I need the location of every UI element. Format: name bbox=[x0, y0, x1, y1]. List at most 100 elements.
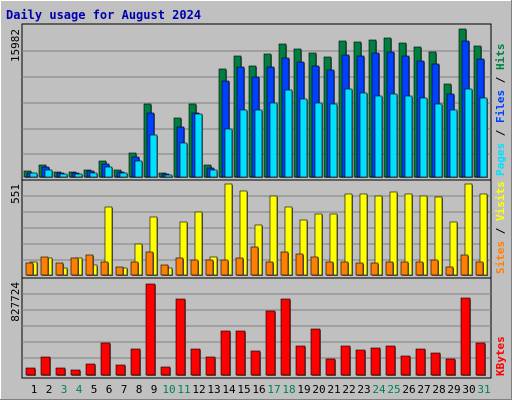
day-label: 1 bbox=[31, 383, 38, 396]
pages-bar bbox=[479, 97, 488, 178]
day-label: 12 bbox=[192, 383, 205, 396]
day-label: 29 bbox=[447, 383, 460, 396]
kbytes-bar bbox=[235, 330, 246, 376]
day-label: 30 bbox=[462, 383, 475, 396]
pages-bar bbox=[464, 88, 473, 178]
legend-files: Files bbox=[494, 90, 507, 123]
kbytes-bar bbox=[40, 356, 51, 376]
pages-bar bbox=[59, 173, 68, 178]
sites-bar bbox=[415, 261, 424, 276]
kbytes-bar bbox=[70, 369, 81, 376]
kbytes-bar bbox=[460, 297, 471, 376]
sites-bar bbox=[85, 254, 94, 276]
day-label: 27 bbox=[417, 383, 430, 396]
day-label: 28 bbox=[432, 383, 445, 396]
pages-bar bbox=[104, 166, 113, 178]
legend-sites: Sites bbox=[494, 241, 507, 274]
day-label: 13 bbox=[207, 383, 220, 396]
kbytes-bar bbox=[400, 355, 411, 376]
sites-bar bbox=[325, 261, 334, 276]
day-label: 6 bbox=[106, 383, 113, 396]
day-label: 2 bbox=[46, 383, 53, 396]
sites-bar bbox=[235, 257, 244, 276]
pages-bar bbox=[359, 92, 368, 178]
kbytes-bar bbox=[115, 364, 126, 376]
panel-visits-sites: 551 Sites / Visits bbox=[9, 179, 507, 279]
legend-panel-1: Pages / Files / Hits bbox=[494, 44, 507, 177]
pages-bar bbox=[134, 160, 143, 178]
sites-bar bbox=[370, 262, 379, 276]
bars-panel-3 bbox=[25, 283, 486, 376]
pages-bar bbox=[29, 172, 38, 178]
pages-bar bbox=[329, 103, 338, 178]
day-label: 7 bbox=[121, 383, 128, 396]
kbytes-bar bbox=[205, 356, 216, 376]
sites-bar bbox=[175, 257, 184, 276]
kbytes-bar bbox=[340, 345, 351, 376]
sites-bar bbox=[190, 259, 199, 276]
kbytes-bar bbox=[145, 283, 156, 376]
legend-pages: Pages bbox=[494, 143, 507, 176]
y-max-label: 551 bbox=[9, 184, 22, 204]
kbytes-bar bbox=[295, 345, 306, 376]
bars-panel-2 bbox=[25, 183, 488, 276]
x-axis-day-labels: 1 2 3 4 5 6 7 8 9 10 11 12 13 14 15 16 17 18 19 20 21 22 23 24 2… bbox=[31, 383, 491, 396]
kbytes-bar bbox=[190, 348, 201, 376]
pages-bar bbox=[74, 173, 83, 178]
sites-bar bbox=[205, 259, 214, 276]
kbytes-bar bbox=[325, 358, 336, 376]
day-label: 21 bbox=[327, 383, 340, 396]
day-label: 4 bbox=[76, 383, 83, 396]
day-label: 10 bbox=[162, 383, 175, 396]
sites-bar bbox=[25, 262, 34, 276]
sites-bar bbox=[70, 257, 79, 276]
pages-bar bbox=[194, 113, 203, 178]
sites-bar bbox=[160, 264, 169, 276]
pages-bar bbox=[344, 88, 353, 178]
kbytes-bar bbox=[280, 298, 291, 376]
pages-bar bbox=[239, 109, 248, 178]
sites-bar bbox=[130, 261, 139, 276]
day-label: 18 bbox=[282, 383, 295, 396]
legend-separator: / bbox=[494, 70, 507, 90]
panel-kbytes: 827724 KBytes bbox=[9, 277, 507, 379]
sites-bar bbox=[145, 251, 154, 276]
pages-bar bbox=[389, 93, 398, 178]
pages-bar bbox=[404, 95, 413, 178]
sites-bar bbox=[310, 256, 319, 276]
kbytes-bar bbox=[265, 310, 276, 376]
day-label: 11 bbox=[177, 383, 190, 396]
kbytes-bar bbox=[130, 348, 141, 376]
kbytes-bar bbox=[175, 298, 186, 376]
kbytes-bar bbox=[370, 347, 381, 376]
kbytes-bar bbox=[160, 366, 171, 376]
kbytes-bar bbox=[385, 345, 396, 376]
kbytes-bar bbox=[55, 367, 66, 376]
day-label: 14 bbox=[222, 383, 236, 396]
day-label: 25 bbox=[387, 383, 400, 396]
pages-bar bbox=[164, 174, 173, 178]
sites-bar bbox=[220, 259, 229, 276]
day-label: 17 bbox=[267, 383, 280, 396]
pages-bar bbox=[209, 169, 218, 178]
chart-title: Daily usage for August 2024 bbox=[6, 8, 201, 22]
day-label: 24 bbox=[372, 383, 386, 396]
legend-visits: Visits bbox=[494, 181, 507, 221]
sites-bar bbox=[280, 251, 289, 276]
kbytes-bar bbox=[100, 342, 111, 376]
sites-bar bbox=[250, 246, 259, 276]
day-label: 22 bbox=[342, 383, 355, 396]
kbytes-bar bbox=[445, 358, 456, 376]
pages-bar bbox=[284, 89, 293, 178]
pages-bar bbox=[434, 103, 443, 178]
pages-bar bbox=[419, 97, 428, 178]
pages-bar bbox=[269, 102, 278, 178]
sites-bar bbox=[400, 261, 409, 276]
sites-bar bbox=[55, 262, 64, 276]
pages-bar bbox=[44, 169, 53, 178]
sites-bar bbox=[430, 259, 439, 276]
kbytes-bar bbox=[85, 363, 96, 376]
pages-bar bbox=[314, 102, 323, 178]
pages-bar bbox=[149, 134, 158, 178]
